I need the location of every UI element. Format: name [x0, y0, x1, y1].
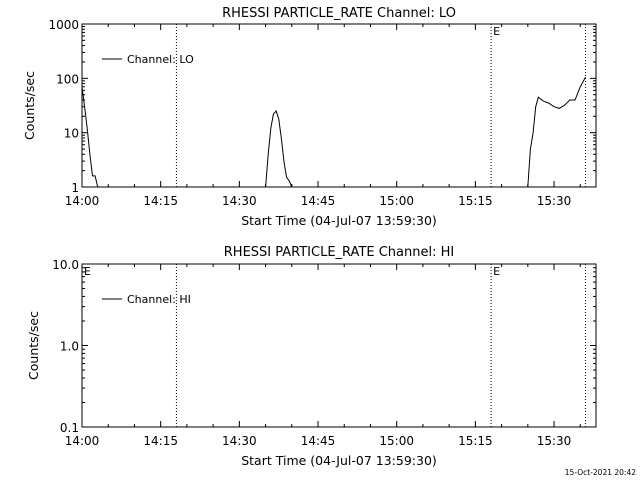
x-tick-label: 14:45: [301, 434, 336, 448]
x-tick-label: 15:15: [458, 434, 493, 448]
y-tick-label: 1000: [48, 18, 79, 32]
y-tick-label: 1: [71, 181, 79, 195]
x-tick-label: 14:45: [301, 194, 336, 208]
x-tick-label: 14:30: [222, 434, 257, 448]
event-annotation: E: [493, 25, 500, 38]
x-tick-label: 15:00: [379, 194, 414, 208]
x-axis-label: Start Time (04-Jul-07 13:59:30): [241, 453, 437, 468]
y-axis-label: Counts/sec: [26, 311, 41, 380]
y-axis-label: Counts/sec: [22, 71, 37, 140]
panel-lo: RHESSI PARTICLE_RATE Channel: LO 14:00 14:…: [22, 6, 597, 228]
series-line-segment: [81, 83, 99, 188]
x-tick-label: 15:30: [537, 194, 572, 208]
series-line-segment: [265, 110, 293, 188]
x-tick-label: 15:00: [379, 434, 414, 448]
x-tick-label: 15:30: [537, 434, 572, 448]
x-tick-label: 14:00: [65, 434, 100, 448]
x-tick-label: 14:15: [143, 434, 178, 448]
x-tick-label: 14:15: [143, 194, 178, 208]
y-tick-label: 10: [64, 127, 79, 141]
y-tick-label: 1.0: [60, 340, 79, 354]
x-axis-label: Start Time (04-Jul-07 13:59:30): [241, 213, 437, 228]
series-line-segment: [527, 76, 586, 188]
x-tick-label: 15:15: [458, 194, 493, 208]
plot-frame: [81, 23, 597, 188]
chart-title: RHESSI PARTICLE_RATE Channel: LO: [222, 6, 456, 21]
chart-title: RHESSI PARTICLE_RATE Channel: HI: [224, 245, 454, 260]
y-tick-label: 0.1: [60, 421, 79, 435]
legend-label: Channel: LO: [127, 53, 194, 66]
panel-hi: RHESSI PARTICLE_RATE Channel: HI 14:00 14:…: [26, 245, 597, 468]
event-annotation: E: [84, 265, 91, 278]
legend-label: Channel: HI: [127, 293, 191, 306]
event-annotation: E: [493, 265, 500, 278]
y-tick-label: 10.0: [52, 258, 79, 272]
timestamp-label: 15-Oct-2021 20:42: [565, 468, 636, 477]
x-tick-label: 14:00: [65, 194, 100, 208]
plot-frame: [81, 263, 597, 428]
y-tick-label: 100: [56, 72, 79, 86]
x-tick-label: 14:30: [222, 194, 257, 208]
